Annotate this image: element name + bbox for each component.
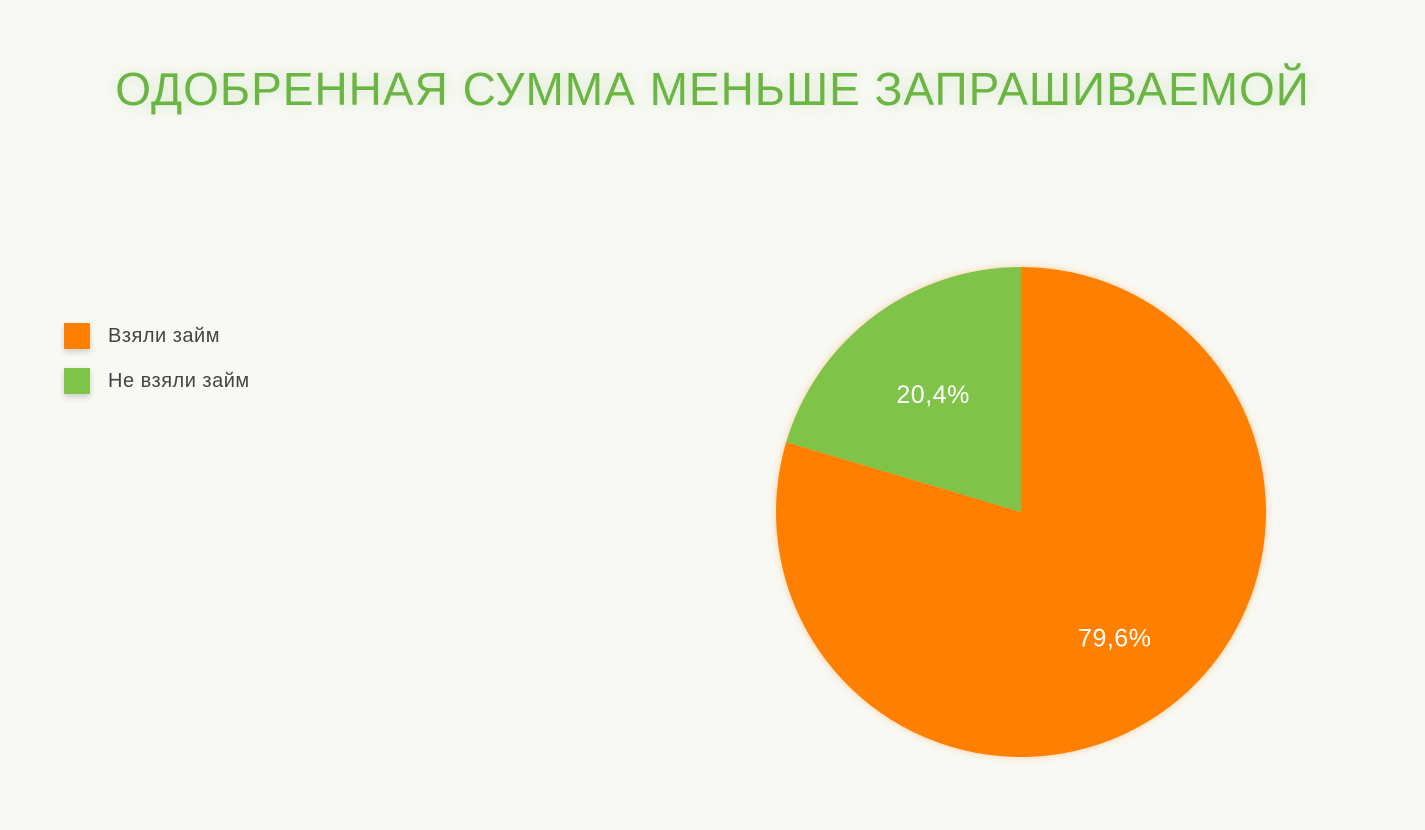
legend-swatch-did-not-take-loan	[64, 368, 90, 394]
pie-label-took-loan: 79,6%	[1078, 625, 1151, 653]
legend-item-did-not-take-loan: Не взяли займ	[64, 367, 250, 395]
chart-title: ОДОБРЕННАЯ СУММА МЕНЬШЕ ЗАПРАШИВАЕМОЙ	[115, 63, 1310, 115]
legend-swatch-took-loan	[64, 323, 90, 349]
pie-label-did-not-take-loan: 20,4%	[896, 381, 969, 409]
legend-label-took-loan: Взяли займ	[108, 324, 220, 347]
legend-item-took-loan: Взяли займ	[64, 322, 250, 350]
legend-label-did-not-take-loan: Не взяли займ	[108, 369, 250, 392]
pie-slice-did-not-take-loan	[786, 267, 1021, 512]
legend: Взяли займ Не взяли займ	[64, 322, 250, 412]
